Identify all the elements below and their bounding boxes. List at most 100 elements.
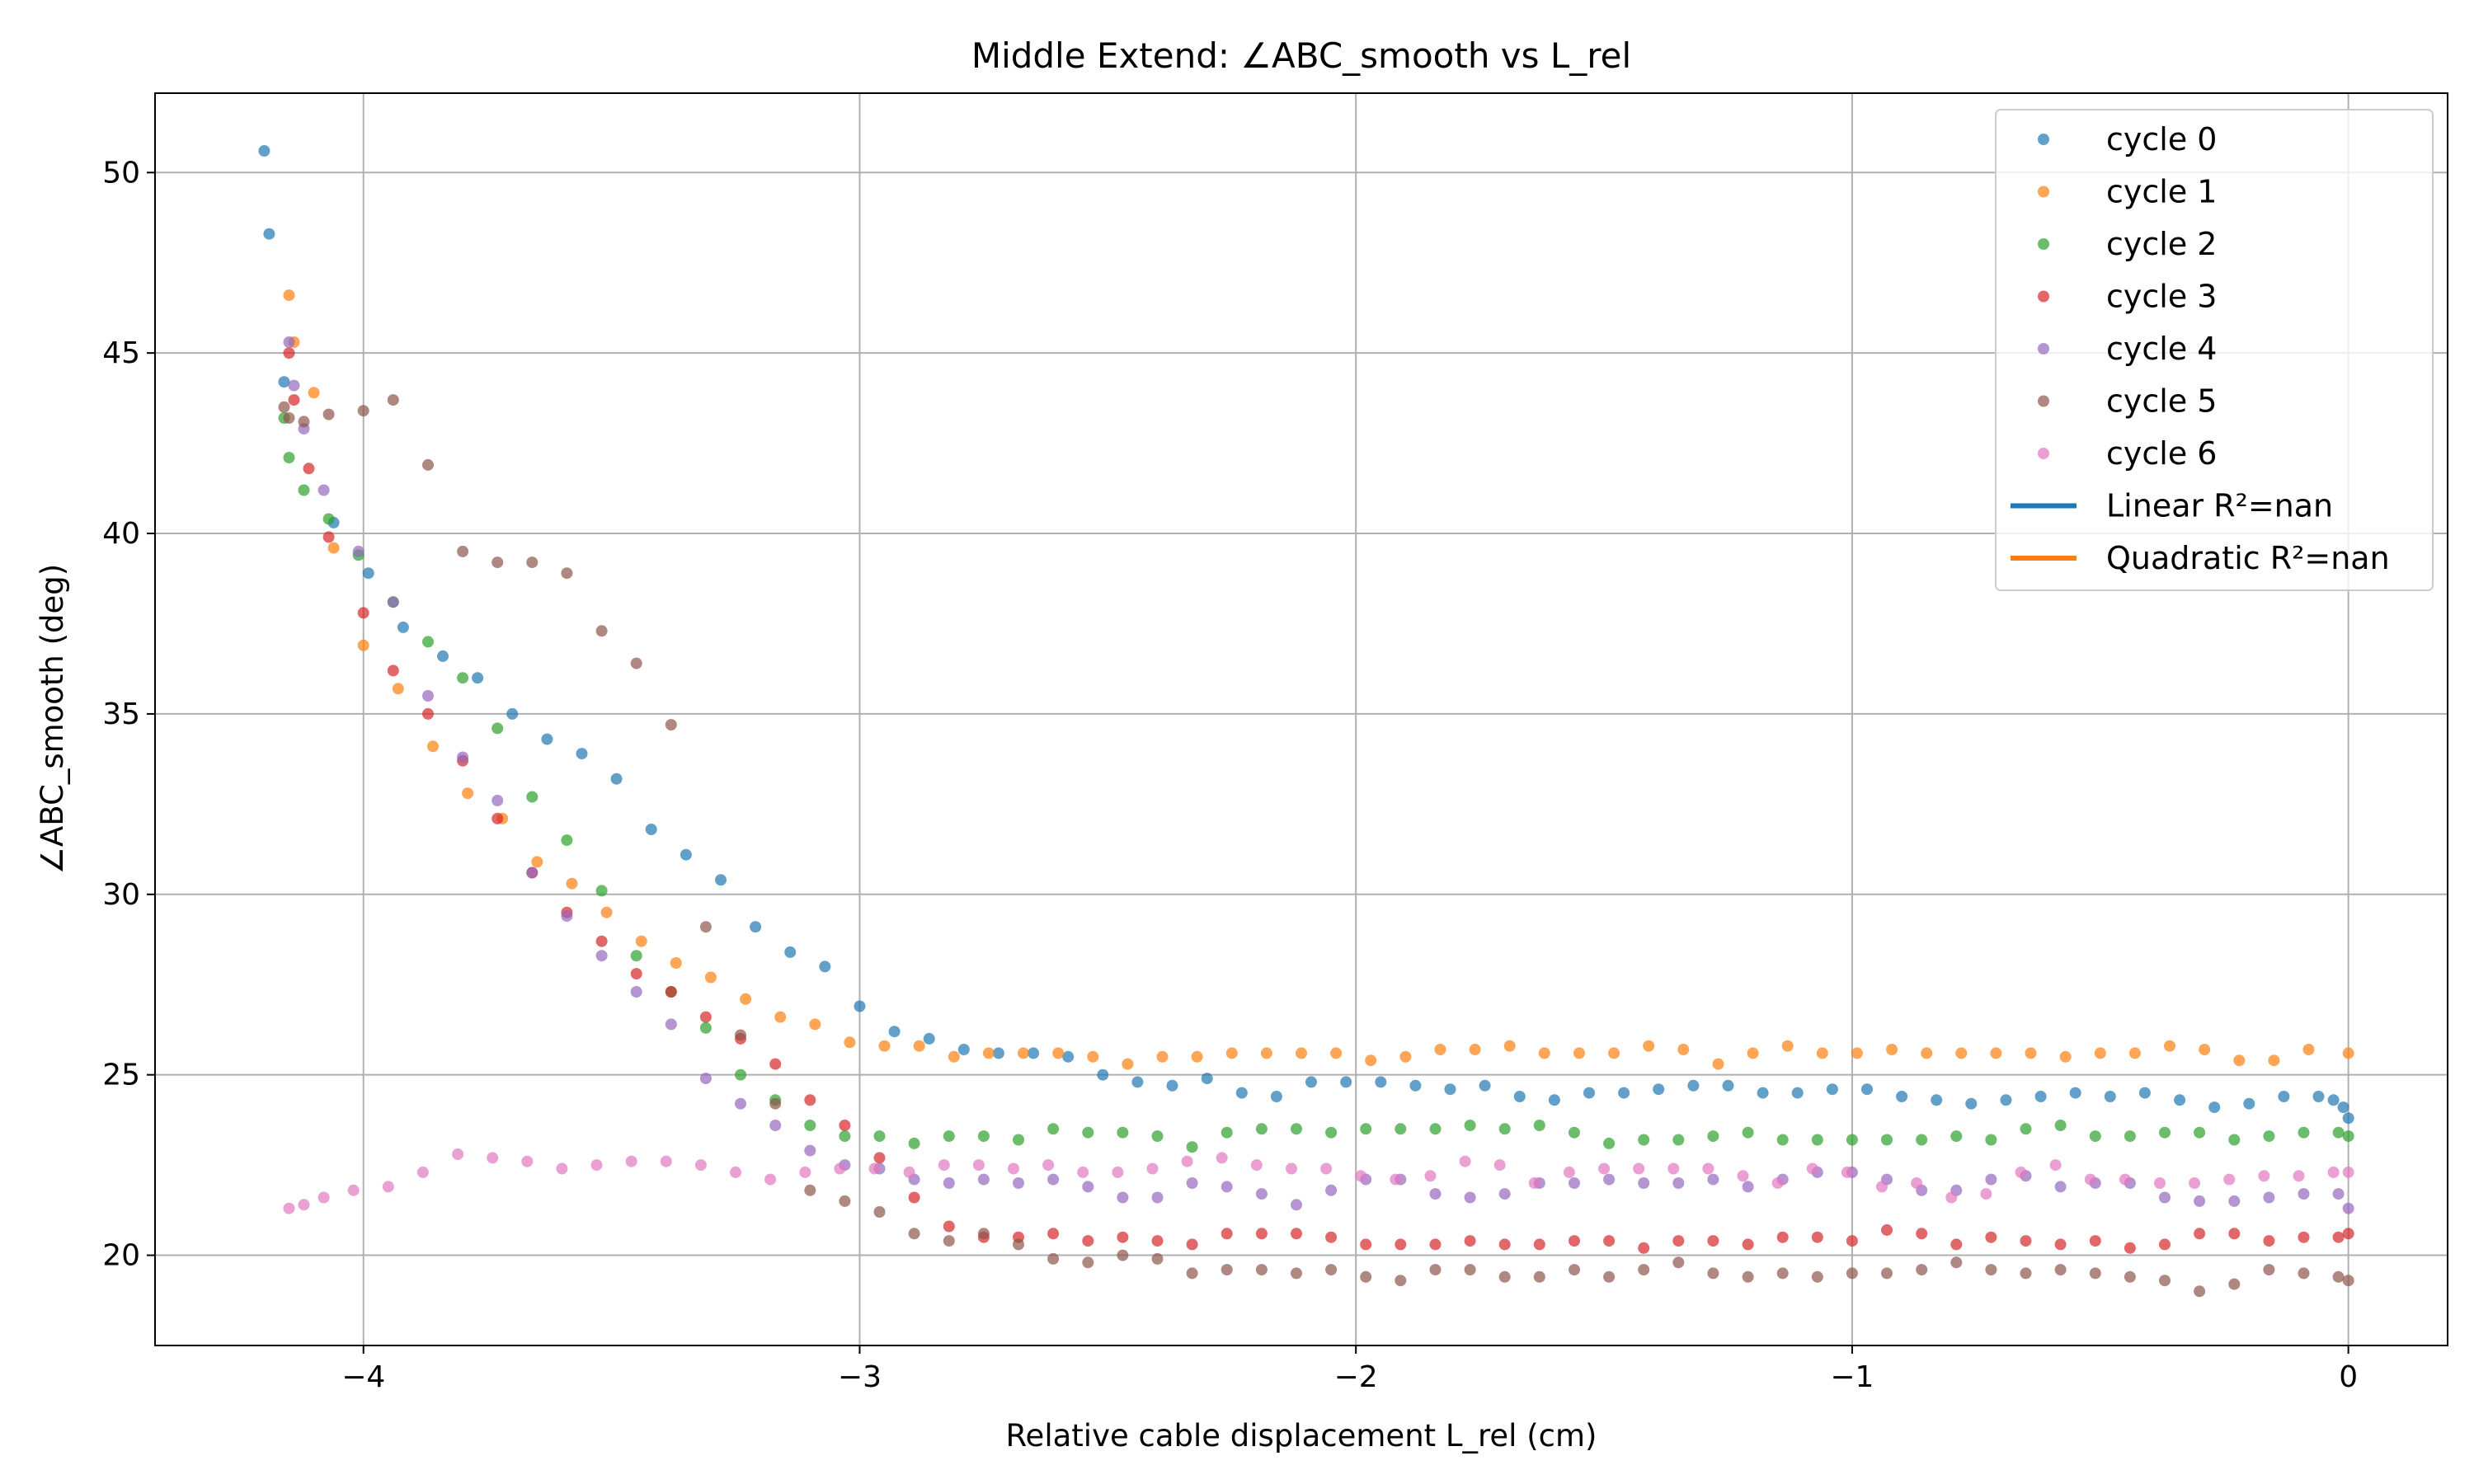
data-point xyxy=(1390,1173,1402,1186)
data-point xyxy=(799,1166,811,1178)
data-point xyxy=(730,1166,741,1178)
data-point xyxy=(1503,1040,1516,1052)
data-point xyxy=(1355,1170,1367,1182)
data-point xyxy=(913,1040,925,1052)
data-point xyxy=(2089,1267,2101,1280)
data-point xyxy=(809,1018,821,1031)
data-point xyxy=(1375,1076,1387,1088)
data-point xyxy=(2298,1126,2310,1139)
data-point xyxy=(1082,1256,1094,1269)
data-point xyxy=(1186,1267,1198,1280)
data-point xyxy=(1459,1155,1471,1167)
data-point xyxy=(1672,1134,1685,1146)
data-point xyxy=(1603,1173,1616,1186)
data-point xyxy=(784,946,797,958)
legend-marker xyxy=(2038,395,2049,407)
data-point xyxy=(1921,1047,1933,1059)
data-point xyxy=(387,665,399,677)
data-point xyxy=(2159,1126,2171,1139)
data-point xyxy=(610,773,623,785)
data-point xyxy=(258,145,270,157)
data-point xyxy=(878,1040,891,1052)
data-point xyxy=(1569,1126,1580,1139)
data-point xyxy=(278,401,290,413)
data-point xyxy=(1608,1047,1620,1059)
data-point xyxy=(1563,1166,1575,1178)
data-point xyxy=(492,556,504,569)
data-point xyxy=(2104,1091,2116,1102)
data-point xyxy=(2263,1130,2275,1143)
data-point xyxy=(1052,1047,1065,1059)
data-point xyxy=(452,1148,464,1160)
data-point xyxy=(2119,1173,2131,1186)
data-point xyxy=(804,1184,816,1196)
data-point xyxy=(2327,1166,2340,1178)
data-point xyxy=(834,1162,846,1175)
data-point xyxy=(1985,1134,1997,1146)
data-point xyxy=(595,950,608,962)
data-point xyxy=(1151,1235,1164,1247)
legend-label: Quadratic R²=nan xyxy=(2106,540,2390,576)
data-point xyxy=(2000,1094,2012,1106)
data-point xyxy=(1533,1238,1545,1251)
data-point xyxy=(982,1047,995,1059)
data-point xyxy=(972,1159,985,1172)
x-tick-label: 0 xyxy=(2339,1360,2358,1394)
data-point xyxy=(1399,1050,1412,1063)
data-point xyxy=(769,1120,782,1131)
data-point xyxy=(2194,1126,2206,1139)
data-point xyxy=(1082,1126,1094,1139)
data-point xyxy=(1569,1235,1580,1247)
data-point xyxy=(521,1155,534,1167)
legend-marker xyxy=(2038,290,2049,303)
data-point xyxy=(943,1177,955,1189)
data-point xyxy=(1846,1267,1858,1280)
data-point xyxy=(288,379,300,392)
data-point xyxy=(387,596,399,608)
data-point xyxy=(1737,1170,1749,1182)
data-point xyxy=(526,791,539,803)
data-point xyxy=(699,1073,712,1085)
data-point xyxy=(1846,1134,1858,1146)
data-point xyxy=(1018,1047,1029,1059)
data-point xyxy=(298,484,310,496)
data-point xyxy=(2293,1170,2305,1182)
data-point xyxy=(844,1036,856,1049)
data-point xyxy=(1841,1166,1853,1178)
data-point xyxy=(1291,1267,1302,1280)
legend-label: Linear R²=nan xyxy=(2106,488,2333,524)
y-tick-label: 25 xyxy=(102,1059,140,1092)
data-point xyxy=(957,1044,970,1055)
data-point xyxy=(1513,1091,1526,1102)
data-point xyxy=(1429,1264,1442,1276)
data-point xyxy=(2268,1054,2280,1067)
data-point xyxy=(2015,1166,2027,1178)
data-point xyxy=(1533,1270,1545,1283)
data-point xyxy=(595,885,608,897)
data-point xyxy=(2312,1091,2325,1102)
data-point xyxy=(1707,1267,1719,1280)
data-point xyxy=(1330,1047,1343,1059)
data-point xyxy=(487,1152,499,1164)
data-point xyxy=(283,1202,295,1214)
data-point xyxy=(427,740,439,753)
data-point xyxy=(1672,1235,1685,1247)
data-point xyxy=(1985,1173,1997,1186)
data-point xyxy=(2094,1047,2106,1059)
data-point xyxy=(1077,1166,1089,1178)
data-point xyxy=(1186,1141,1198,1153)
data-point xyxy=(1498,1238,1511,1251)
data-point xyxy=(422,690,434,702)
data-point xyxy=(1296,1047,1307,1059)
data-point xyxy=(322,531,335,543)
data-point xyxy=(422,636,434,648)
legend-marker xyxy=(2038,343,2049,355)
data-point xyxy=(769,1058,782,1070)
data-point xyxy=(839,1195,851,1207)
data-point xyxy=(868,1162,881,1175)
data-point xyxy=(704,971,717,984)
data-point xyxy=(317,1191,330,1204)
data-point xyxy=(1498,1123,1511,1135)
data-point xyxy=(1955,1047,1968,1059)
data-point xyxy=(1395,1238,1407,1251)
